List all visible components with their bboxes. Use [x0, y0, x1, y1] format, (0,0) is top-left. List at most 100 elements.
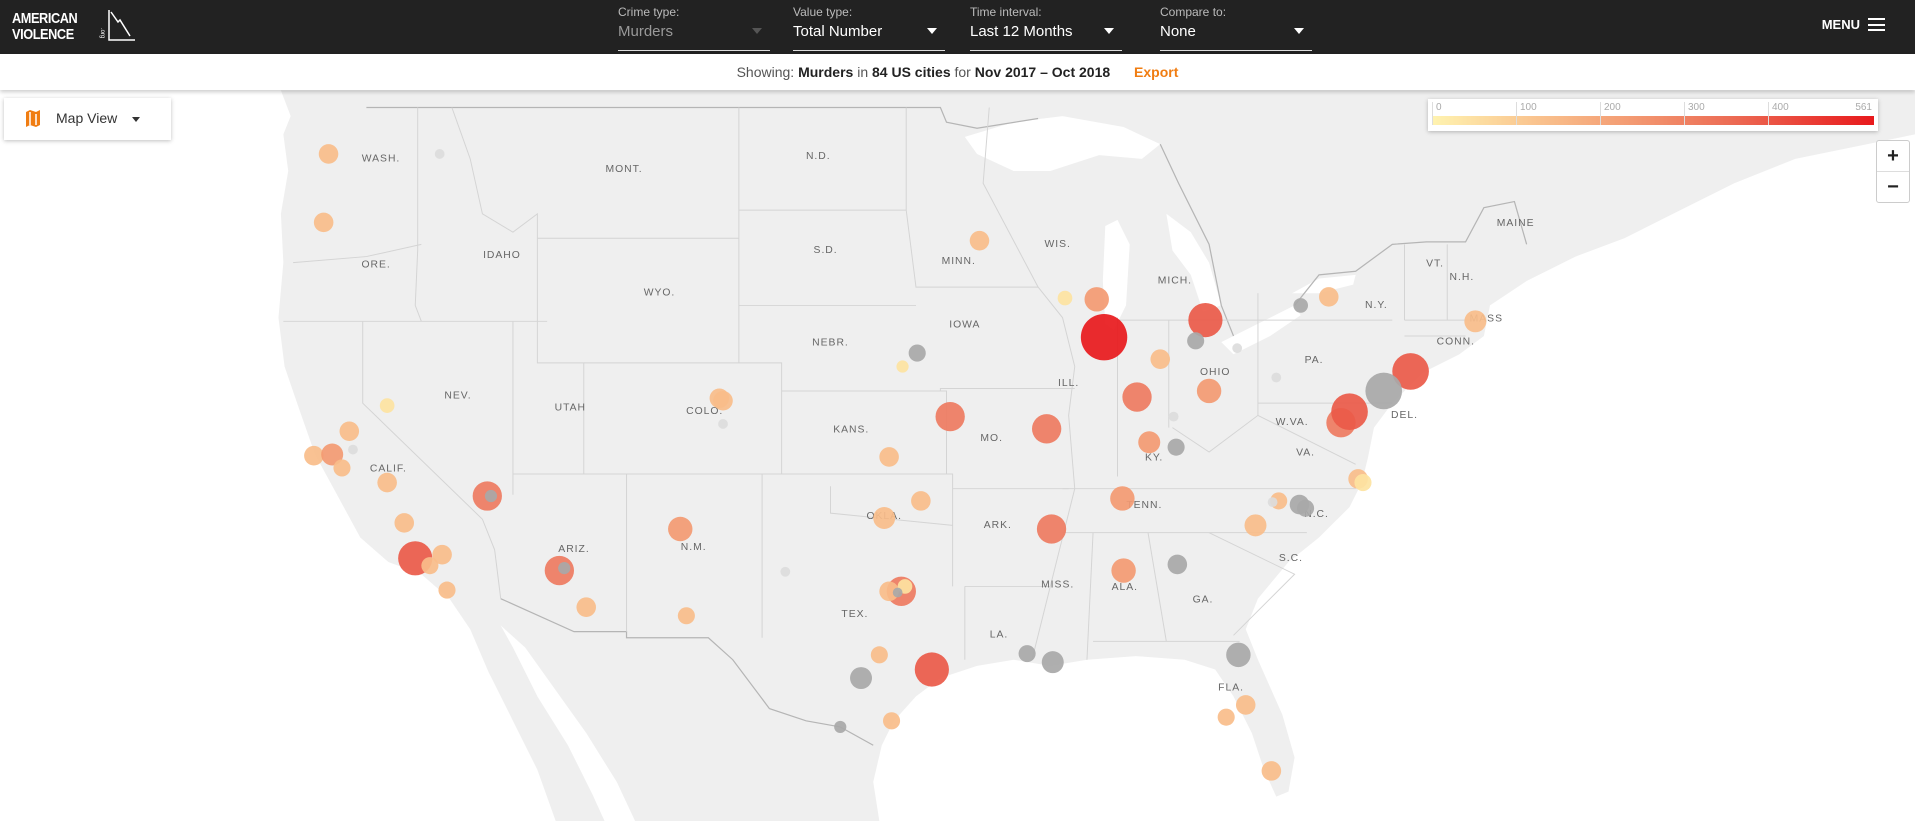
city-bubble[interactable]: [318, 144, 339, 164]
national-borders: [366, 106, 1528, 746]
city-bubble[interactable]: [870, 646, 888, 664]
city-bubble[interactable]: [1196, 378, 1222, 404]
city-bubble[interactable]: [873, 507, 896, 530]
crime-type-value: Murders: [618, 23, 674, 40]
city-bubble[interactable]: [850, 667, 873, 690]
city-bubble[interactable]: [1168, 411, 1179, 422]
value-type-label: Value type:: [793, 5, 853, 19]
city-bubble[interactable]: [484, 489, 498, 503]
city-bubble[interactable]: [1392, 353, 1429, 390]
city-bubble[interactable]: [1217, 708, 1235, 726]
summary-cities: 84 US cities: [872, 64, 951, 80]
menu-button[interactable]: MENU: [1822, 17, 1885, 32]
city-bubble[interactable]: [339, 421, 360, 442]
city-bubble[interactable]: [718, 419, 728, 429]
city-bubble[interactable]: [421, 557, 439, 575]
city-bubble[interactable]: [1167, 554, 1188, 575]
city-bubble[interactable]: [1111, 558, 1136, 583]
city-bubble[interactable]: [1293, 298, 1309, 313]
state-label: MINN.: [942, 256, 976, 267]
city-bubble[interactable]: [558, 561, 571, 575]
zoom-in-button[interactable]: +: [1877, 141, 1909, 172]
state-label: FLA.: [1218, 682, 1244, 693]
state-label: S.D.: [814, 245, 838, 256]
american-violence-logo[interactable]: AMERICAN VIOLENCE .org: [12, 10, 135, 44]
city-bubble[interactable]: [1167, 438, 1185, 456]
state-label: ORE.: [362, 260, 391, 271]
city-bubble[interactable]: [1057, 290, 1073, 306]
city-bubble[interactable]: [879, 447, 899, 467]
state-label: NEV.: [444, 390, 471, 401]
city-bubble[interactable]: [432, 544, 452, 565]
summary-bar: Showing: Murders in 84 US cities for Nov…: [0, 54, 1915, 90]
city-bubble[interactable]: [1331, 393, 1368, 431]
city-bubble[interactable]: [1018, 645, 1036, 663]
city-bubble[interactable]: [1232, 343, 1243, 354]
city-bubble[interactable]: [883, 712, 901, 730]
city-bubble[interactable]: [1080, 313, 1128, 361]
city-bubble[interactable]: [1226, 642, 1251, 668]
city-bubble[interactable]: [576, 597, 596, 617]
city-bubble[interactable]: [1354, 474, 1372, 492]
map-view-dropdown[interactable]: Map View: [4, 98, 171, 140]
zoom-out-button[interactable]: −: [1887, 176, 1899, 198]
compare-to-select[interactable]: Compare to: None: [1160, 0, 1312, 51]
state-label: CALIF.: [370, 464, 407, 475]
state-label: WYO.: [644, 288, 676, 299]
city-bubble[interactable]: [1187, 332, 1205, 350]
export-link[interactable]: Export: [1134, 64, 1179, 80]
city-bubble[interactable]: [1235, 695, 1256, 715]
city-bubble[interactable]: [1041, 651, 1064, 674]
city-bubble[interactable]: [1261, 761, 1282, 781]
city-bubble[interactable]: [879, 581, 899, 602]
state-label: WIS.: [1044, 239, 1070, 250]
city-bubble[interactable]: [892, 587, 903, 598]
city-bubble[interactable]: [896, 360, 909, 373]
city-bubble[interactable]: [313, 212, 334, 233]
city-bubble[interactable]: [1297, 499, 1315, 517]
city-bubble[interactable]: [908, 344, 926, 362]
city-bubble[interactable]: [1122, 382, 1152, 412]
chevron-down-icon: [927, 28, 937, 34]
city-bubble[interactable]: [304, 445, 324, 466]
city-bubble[interactable]: [1464, 310, 1487, 333]
city-bubble[interactable]: [377, 472, 397, 493]
city-bubble[interactable]: [1036, 514, 1067, 544]
city-bubble[interactable]: [348, 444, 358, 455]
city-bubble[interactable]: [394, 513, 415, 533]
city-bubble[interactable]: [1244, 514, 1267, 537]
city-bubble[interactable]: [1365, 372, 1403, 410]
state-label: MAINE: [1497, 218, 1535, 229]
city-bubble[interactable]: [834, 720, 847, 734]
value-type-select[interactable]: Value type: Total Number: [793, 0, 945, 51]
city-bubble[interactable]: [1150, 349, 1171, 369]
city-bubble[interactable]: [1084, 287, 1109, 312]
city-bubble[interactable]: [1319, 287, 1339, 307]
city-bubble[interactable]: [379, 398, 395, 413]
crime-type-select[interactable]: Crime type: Murders: [618, 0, 770, 51]
time-interval-select[interactable]: Time interval: Last 12 Months: [970, 0, 1122, 51]
city-bubble[interactable]: [434, 149, 445, 159]
city-bubble[interactable]: [1188, 302, 1223, 338]
city-bubble[interactable]: [1110, 486, 1135, 511]
state-label: VA.: [1296, 448, 1315, 459]
state-label: PA.: [1305, 355, 1324, 366]
city-bubble[interactable]: [1138, 431, 1161, 454]
city-bubble[interactable]: [668, 516, 693, 542]
city-bubble[interactable]: [1267, 497, 1278, 508]
city-bubble[interactable]: [321, 443, 344, 466]
city-bubble[interactable]: [713, 390, 733, 411]
city-bubble[interactable]: [333, 459, 351, 477]
city-bubble[interactable]: [914, 652, 949, 687]
city-bubble[interactable]: [1031, 414, 1062, 444]
city-bubble[interactable]: [911, 491, 931, 511]
city-bubble[interactable]: [935, 401, 965, 432]
city-bubble[interactable]: [969, 230, 990, 251]
city-bubble[interactable]: [438, 581, 456, 599]
city-bubbles[interactable]: [304, 144, 1487, 781]
city-bubble[interactable]: [1271, 372, 1282, 383]
city-bubble[interactable]: [677, 607, 695, 625]
map-icon: [26, 110, 40, 127]
city-bubble[interactable]: [780, 566, 791, 577]
